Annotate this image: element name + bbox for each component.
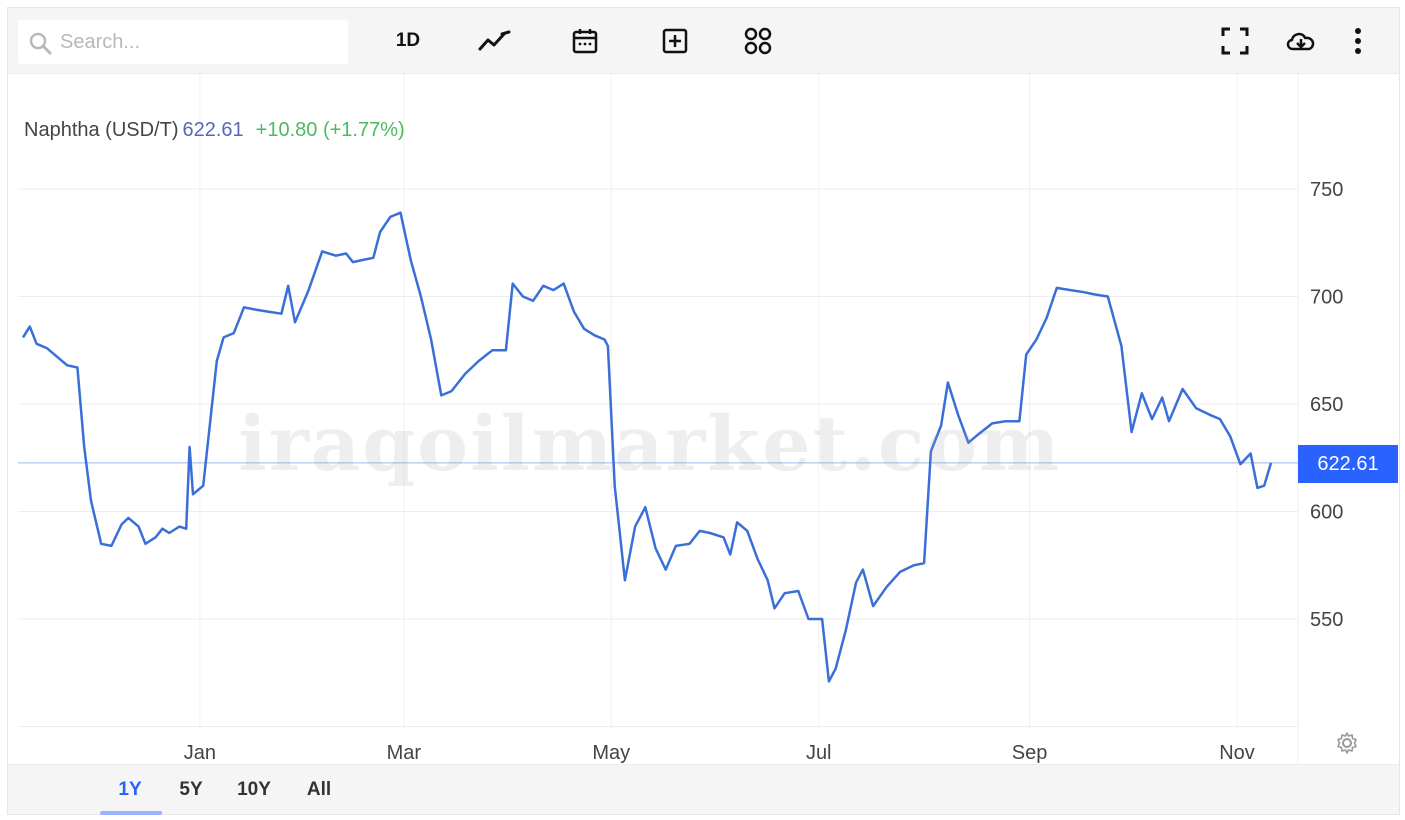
range-all-button[interactable]: All <box>306 779 332 800</box>
fullscreen-icon <box>1221 27 1249 55</box>
legend-change: +10.80 (+1.77%) <box>255 119 405 141</box>
x-tick-label: Sep <box>1012 742 1048 764</box>
range-10y-button[interactable]: 10Y <box>237 779 271 800</box>
interval-button[interactable]: 1D <box>395 30 421 51</box>
more-options-button[interactable] <box>1338 22 1378 60</box>
x-tick-label: Nov <box>1219 742 1255 764</box>
download-button[interactable] <box>1278 22 1324 60</box>
add-indicator-button[interactable] <box>650 22 700 60</box>
x-tick-label: Mar <box>387 742 422 764</box>
watermark: iraqoilmarket.com <box>238 399 1062 488</box>
price-chart[interactable]: 550 600 650 700 750 Jan Mar May Jul Sep Nov <box>8 74 1399 764</box>
line-chart-icon <box>478 30 511 51</box>
y-tick-label: 550 <box>1310 609 1343 631</box>
range-5y-button[interactable]: 5Y <box>179 779 203 800</box>
chart-settings-button[interactable] <box>1332 728 1362 758</box>
gear-icon <box>1337 732 1357 754</box>
y-tick-label: 600 <box>1310 502 1343 524</box>
more-vertical-icon <box>1355 28 1361 54</box>
search-box[interactable] <box>18 20 348 64</box>
active-range-indicator <box>100 811 162 815</box>
toolbar: 1D <box>8 8 1399 74</box>
range-selector: 1Y 5Y 10Y All <box>8 764 1399 815</box>
y-tick-label: 750 <box>1310 179 1343 201</box>
plus-square-icon <box>662 28 688 54</box>
chart-widget: 1D <box>7 7 1400 815</box>
calendar-icon <box>572 29 598 54</box>
chart-area[interactable]: 550 600 650 700 750 Jan Mar May Jul Sep Nov Naphth… <box>8 74 1399 764</box>
layout-button[interactable] <box>733 22 783 60</box>
x-tick-label: Jan <box>184 742 216 764</box>
fullscreen-button[interactable] <box>1212 22 1258 60</box>
y-tick-label: 650 <box>1310 394 1343 416</box>
legend: Naphtha (USD/T) 622.61 +10.80 (+1.77%) <box>24 119 405 142</box>
y-tick-label: 700 <box>1310 287 1343 309</box>
x-tick-label: May <box>592 742 630 764</box>
x-tick-label: Jul <box>806 742 832 764</box>
current-price-tag: 622.61 <box>1298 445 1398 483</box>
series-line-naphtha <box>21 211 1273 683</box>
legend-price: 622.61 <box>182 119 244 141</box>
search-input[interactable] <box>60 26 330 58</box>
calendar-button[interactable] <box>560 22 610 60</box>
range-1y-button[interactable]: 1Y <box>118 779 142 800</box>
chart-type-button[interactable] <box>470 22 520 60</box>
search-icon <box>29 32 52 55</box>
legend-symbol-name: Naphtha (USD/T) <box>24 119 179 141</box>
grid-icon <box>744 27 772 55</box>
cloud-download-icon <box>1286 32 1315 51</box>
